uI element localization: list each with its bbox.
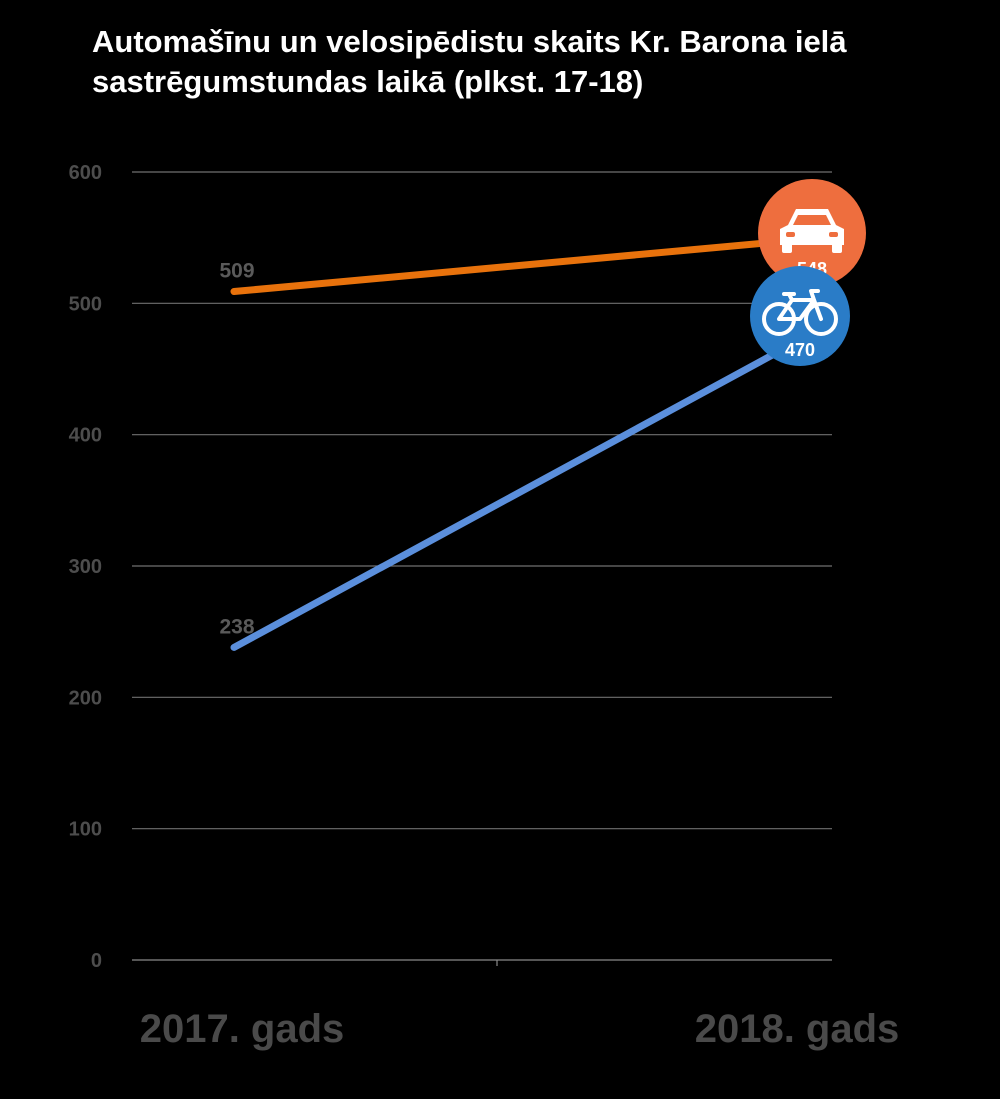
end-badges: 548 470 bbox=[750, 179, 866, 366]
series-line-0 bbox=[230, 236, 799, 296]
car-window bbox=[793, 215, 831, 225]
car-light-right bbox=[829, 232, 838, 237]
x-tick-label-0: 2017. gads bbox=[140, 1007, 345, 1051]
bike-wheel-front bbox=[804, 302, 838, 336]
data-label-0-0: 509 bbox=[219, 260, 254, 283]
series-line-1 bbox=[230, 339, 799, 651]
car-body bbox=[780, 209, 844, 245]
car-wheel-left bbox=[782, 243, 792, 253]
bicycle-icon bbox=[762, 289, 838, 336]
x-tick-label-1: 2018. gads bbox=[695, 1007, 900, 1051]
badge-0: 548 bbox=[758, 179, 866, 287]
y-tick-label-200: 200 bbox=[69, 687, 102, 709]
data-label-1-1: 470 bbox=[785, 340, 815, 360]
car-icon bbox=[780, 209, 844, 253]
data-label-1-0: 238 bbox=[219, 615, 254, 638]
bike-frame bbox=[777, 289, 823, 321]
chart-title: Automašīnu un velosipēdistu skaits Kr. B… bbox=[92, 22, 972, 102]
chart-title-line-1: Automašīnu un velosipēdistu skaits Kr. B… bbox=[92, 24, 847, 59]
y-axis: 0 100 200 300 400 500 600 bbox=[69, 162, 102, 972]
car-light-left bbox=[786, 232, 795, 237]
chart-title-line-2: sastrēgumstundas laikā (plkst. 17-18) bbox=[92, 64, 644, 99]
y-tick-label-400: 400 bbox=[69, 425, 102, 447]
y-tick-label-300: 300 bbox=[69, 556, 102, 578]
x-axis: 2017. gads 2018. gads bbox=[140, 960, 900, 1051]
car-wheel-right bbox=[832, 243, 842, 253]
data-labels: 509 238 bbox=[219, 260, 254, 639]
y-tick-label-0: 0 bbox=[91, 950, 102, 972]
y-tick-label-500: 500 bbox=[69, 293, 102, 315]
y-tick-label-600: 600 bbox=[69, 162, 102, 184]
y-tick-label-100: 100 bbox=[69, 819, 102, 841]
series-lines bbox=[230, 236, 799, 651]
grid-lines bbox=[132, 171, 832, 961]
badge-1: 470 bbox=[750, 266, 850, 366]
